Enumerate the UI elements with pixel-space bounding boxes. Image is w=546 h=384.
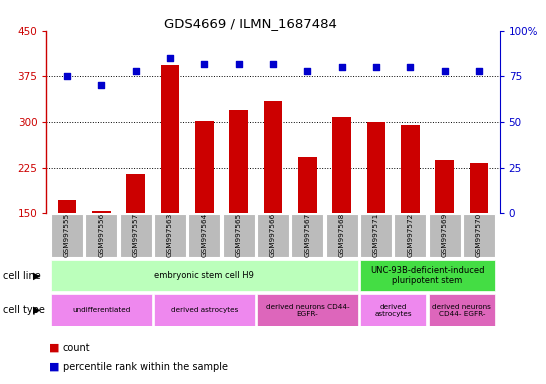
FancyBboxPatch shape bbox=[325, 214, 358, 257]
Point bbox=[406, 64, 415, 70]
Point bbox=[131, 68, 140, 74]
Text: derived
astrocytes: derived astrocytes bbox=[375, 304, 412, 316]
Point bbox=[234, 61, 243, 67]
FancyBboxPatch shape bbox=[85, 214, 117, 257]
Point bbox=[63, 73, 72, 79]
Text: ■: ■ bbox=[49, 362, 60, 372]
Point bbox=[200, 61, 209, 67]
Text: count: count bbox=[63, 343, 91, 353]
FancyBboxPatch shape bbox=[429, 295, 495, 326]
Point bbox=[165, 55, 174, 61]
Text: GSM997563: GSM997563 bbox=[167, 213, 173, 257]
Bar bbox=[57, 200, 76, 213]
Text: GSM997570: GSM997570 bbox=[476, 213, 482, 257]
FancyBboxPatch shape bbox=[463, 214, 495, 257]
FancyBboxPatch shape bbox=[360, 260, 495, 291]
Text: derived astrocytes: derived astrocytes bbox=[171, 307, 238, 313]
Bar bbox=[264, 101, 282, 213]
FancyBboxPatch shape bbox=[120, 214, 152, 257]
Bar bbox=[332, 117, 351, 213]
Text: UNC-93B-deficient-induced
pluripotent stem: UNC-93B-deficient-induced pluripotent st… bbox=[370, 266, 485, 285]
Bar bbox=[161, 65, 180, 213]
Text: GSM997568: GSM997568 bbox=[339, 213, 345, 257]
Bar bbox=[298, 157, 317, 213]
Bar bbox=[195, 121, 214, 213]
FancyBboxPatch shape bbox=[291, 214, 323, 257]
Bar bbox=[435, 160, 454, 213]
FancyBboxPatch shape bbox=[223, 214, 255, 257]
Point bbox=[372, 64, 381, 70]
Text: cell line: cell line bbox=[3, 270, 40, 281]
Bar bbox=[366, 122, 385, 213]
Text: GSM997555: GSM997555 bbox=[64, 213, 70, 257]
Text: derived neurons CD44-
EGFR-: derived neurons CD44- EGFR- bbox=[265, 304, 349, 316]
Point bbox=[337, 64, 346, 70]
FancyBboxPatch shape bbox=[51, 214, 83, 257]
Text: GSM997564: GSM997564 bbox=[201, 213, 207, 257]
Text: GSM997571: GSM997571 bbox=[373, 213, 379, 257]
Text: ■: ■ bbox=[49, 343, 60, 353]
Text: ▶: ▶ bbox=[33, 305, 40, 315]
Text: GSM997566: GSM997566 bbox=[270, 213, 276, 257]
Text: ▶: ▶ bbox=[33, 270, 40, 281]
Point bbox=[97, 83, 106, 89]
FancyBboxPatch shape bbox=[360, 295, 426, 326]
FancyBboxPatch shape bbox=[188, 214, 221, 257]
FancyBboxPatch shape bbox=[257, 214, 289, 257]
FancyBboxPatch shape bbox=[257, 295, 358, 326]
Text: cell type: cell type bbox=[3, 305, 45, 315]
FancyBboxPatch shape bbox=[51, 260, 358, 291]
Text: GSM997569: GSM997569 bbox=[442, 213, 448, 257]
Bar bbox=[229, 110, 248, 213]
Bar bbox=[92, 211, 111, 213]
Bar bbox=[401, 125, 420, 213]
Point bbox=[440, 68, 449, 74]
FancyBboxPatch shape bbox=[51, 295, 152, 326]
Text: percentile rank within the sample: percentile rank within the sample bbox=[63, 362, 228, 372]
Bar bbox=[470, 163, 489, 213]
Text: GSM997565: GSM997565 bbox=[236, 213, 242, 257]
Title: GDS4669 / ILMN_1687484: GDS4669 / ILMN_1687484 bbox=[164, 17, 337, 30]
FancyBboxPatch shape bbox=[429, 214, 461, 257]
Text: embryonic stem cell H9: embryonic stem cell H9 bbox=[155, 271, 254, 280]
Point bbox=[269, 61, 277, 67]
Text: GSM997557: GSM997557 bbox=[133, 213, 139, 257]
Point bbox=[303, 68, 312, 74]
FancyBboxPatch shape bbox=[394, 214, 426, 257]
Text: GSM997556: GSM997556 bbox=[98, 213, 104, 257]
Point bbox=[474, 68, 483, 74]
Text: derived neurons
CD44- EGFR-: derived neurons CD44- EGFR- bbox=[432, 304, 491, 316]
FancyBboxPatch shape bbox=[154, 214, 186, 257]
Bar bbox=[126, 174, 145, 213]
FancyBboxPatch shape bbox=[154, 295, 255, 326]
Text: undifferentiated: undifferentiated bbox=[72, 307, 130, 313]
FancyBboxPatch shape bbox=[360, 214, 392, 257]
Text: GSM997567: GSM997567 bbox=[304, 213, 310, 257]
Text: GSM997572: GSM997572 bbox=[407, 213, 413, 257]
